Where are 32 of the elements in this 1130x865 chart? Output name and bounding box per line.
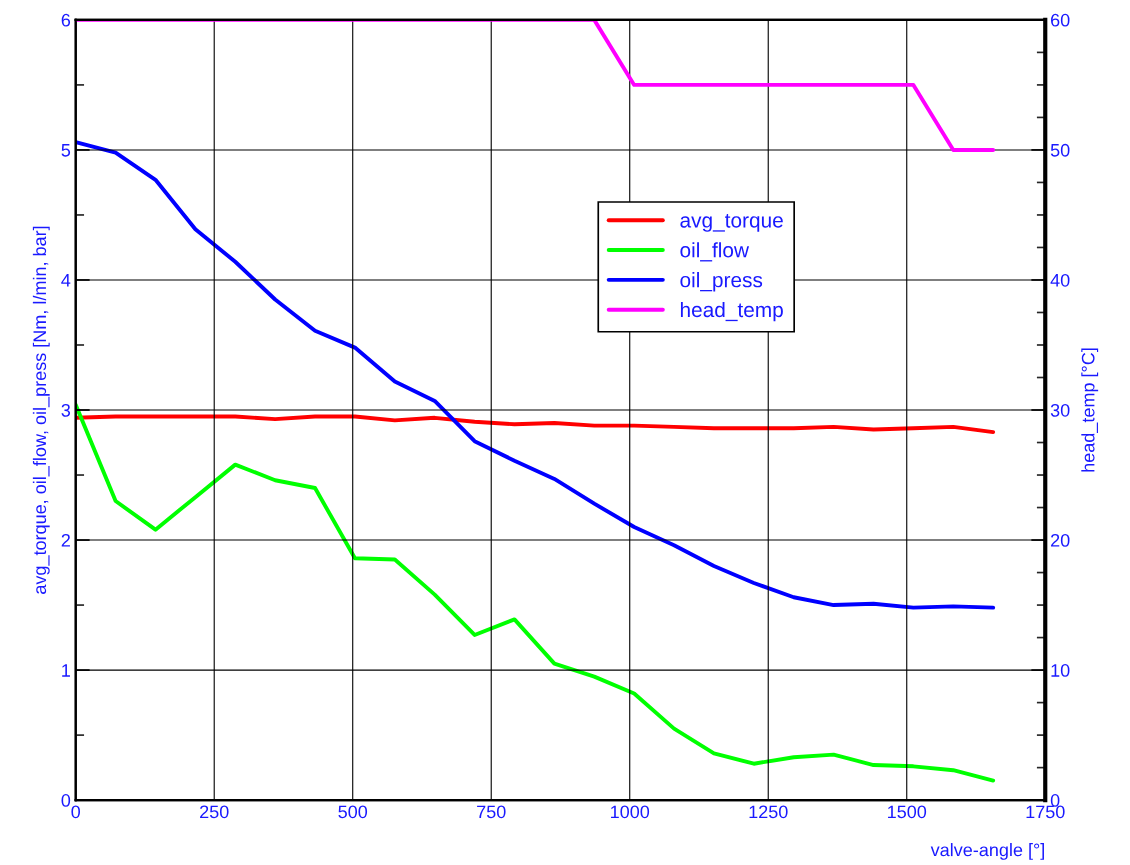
y2-tick-label: 20: [1051, 533, 1070, 547]
x-tick-label: 1250: [749, 805, 788, 819]
y-tick-label: 3: [61, 403, 71, 417]
x-axis-title: valve-angle [°]: [930, 843, 1044, 860]
y-tick-label: 1: [62, 664, 70, 677]
x-tick-label: 1750: [1026, 805, 1065, 819]
line-series: [75, 414, 996, 435]
x-tick-label: 1000: [611, 805, 650, 819]
y-tick-label: 6: [61, 13, 71, 27]
y-tick-label: 5: [61, 144, 71, 157]
y2-tick-label: 60: [1051, 13, 1070, 27]
y-tick-label: 2: [61, 533, 70, 547]
y-axis-title: avg_torque, oil_flow, oil_press [Nm, l/min, bar]: [32, 226, 50, 594]
y2-axis-title: head_temp [°C]: [1081, 348, 1099, 472]
y2-tick-label: 50: [1050, 143, 1070, 157]
x-tick-label: 750: [477, 805, 506, 819]
y2-tick-label: 30: [1050, 403, 1070, 417]
legend-label: head_temp: [680, 301, 783, 322]
x-tick-label: 0: [71, 805, 81, 819]
y-tick-label: 4: [61, 274, 71, 287]
line-series: [75, 140, 996, 610]
legend-label: oil_flow: [680, 242, 750, 262]
line-series: [75, 402, 996, 783]
y2-tick-label: 10: [1051, 664, 1070, 677]
x-tick-label: 500: [338, 805, 368, 819]
y2-tick-label: 0: [1050, 794, 1060, 807]
x-tick-label: 250: [200, 805, 229, 819]
legend-label: avg_torque: [680, 214, 783, 232]
y2-tick-label: 40: [1050, 273, 1070, 287]
legend-label: oil_press: [680, 272, 763, 292]
x-tick-label: 1500: [888, 805, 927, 819]
y-tick-label: 0: [61, 794, 71, 807]
